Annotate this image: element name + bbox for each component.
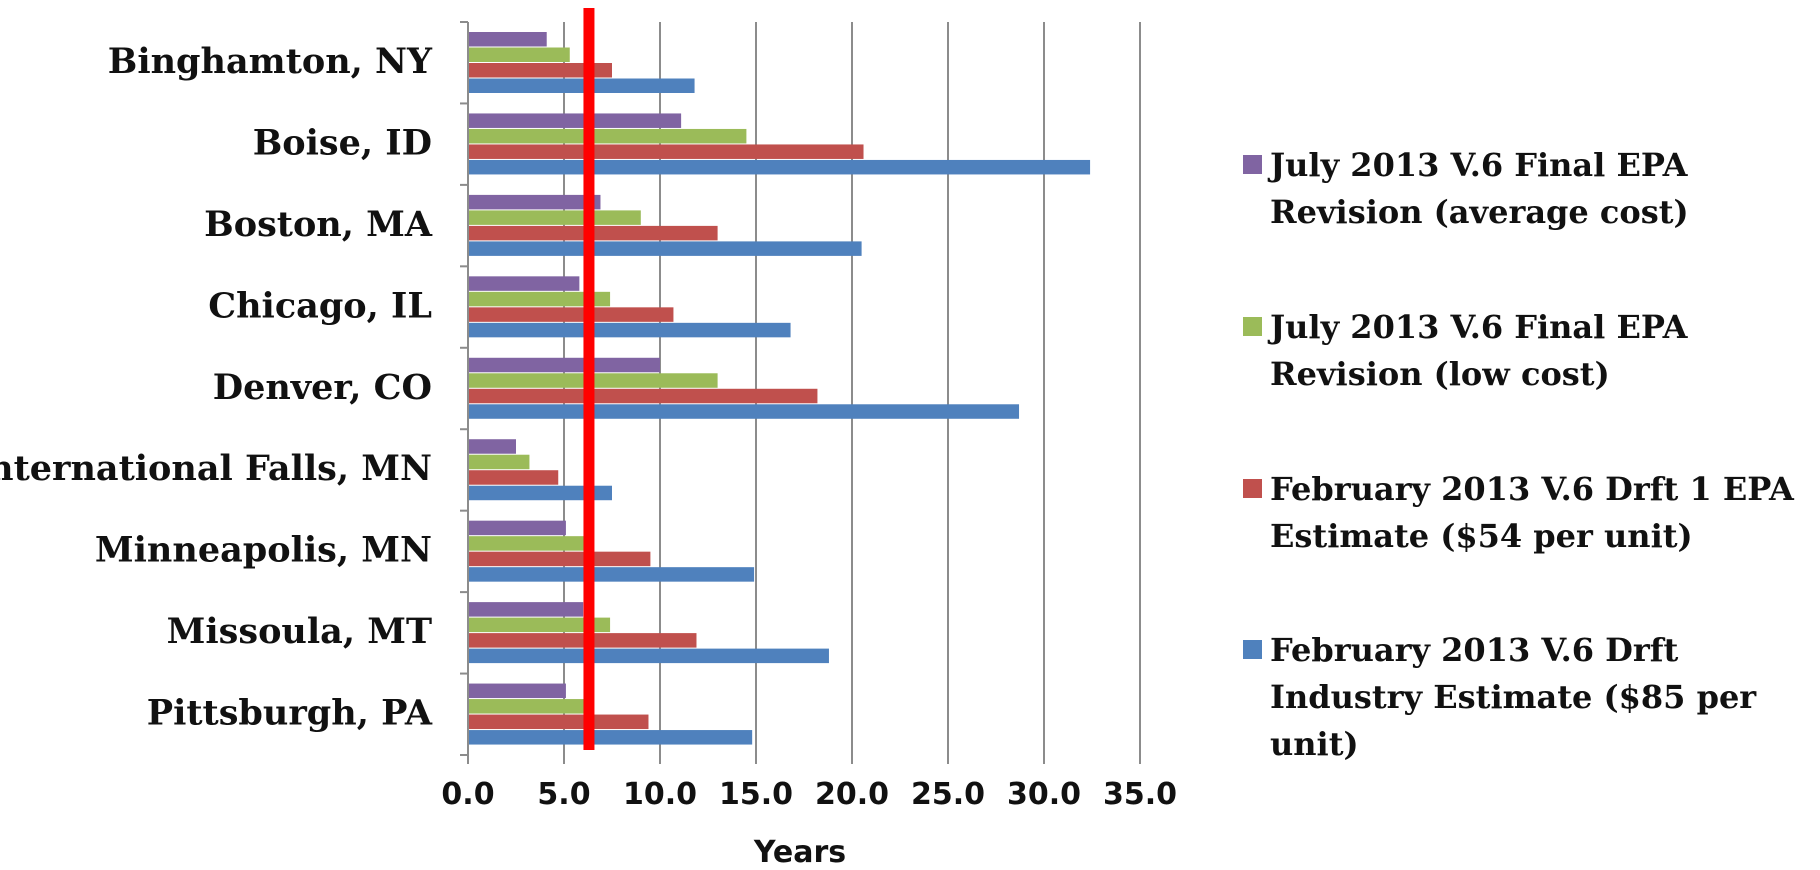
bar <box>468 683 566 699</box>
x-tick-labels: 0.0 5.0 10.0 15.0 20.0 25.0 30.0 35.0 <box>441 777 1177 812</box>
bar <box>468 470 559 485</box>
bar <box>468 276 580 291</box>
category-label: Denver, CO <box>213 367 432 408</box>
legend-swatch <box>1243 317 1262 336</box>
bar <box>468 322 791 338</box>
bar <box>468 47 570 62</box>
x-tick-label: 35.0 <box>1103 777 1177 812</box>
legend-label: July 2013 V.6 Final EPA <box>1267 308 1689 346</box>
legend-label: July 2013 V.6 Final EPA <box>1267 146 1689 184</box>
bar <box>468 291 611 307</box>
bar <box>468 404 1020 419</box>
bar <box>468 567 755 582</box>
bar <box>468 714 649 730</box>
legend-label: Revision (low cost) <box>1270 355 1610 393</box>
legend: July 2013 V.6 Final EPA Revision (average… <box>1243 146 1795 763</box>
bar <box>468 633 697 648</box>
gridlines <box>563 22 1141 755</box>
bar <box>468 144 864 159</box>
bar <box>468 699 588 714</box>
bar <box>468 388 818 404</box>
x-tick-label: 30.0 <box>1007 777 1081 812</box>
legend-swatch <box>1243 155 1262 174</box>
bars <box>468 32 1091 745</box>
bar <box>468 32 547 47</box>
x-tick-label: 15.0 <box>719 777 793 812</box>
bar <box>468 485 612 501</box>
bar <box>468 357 660 373</box>
category-label: Boston, MA <box>204 204 433 245</box>
legend-label: Revision (average cost) <box>1270 193 1689 231</box>
category-label: Pittsburgh, PA <box>147 693 433 734</box>
bar <box>468 648 829 664</box>
bar <box>468 128 747 144</box>
bar <box>468 520 566 536</box>
legend-label: Estimate ($54 per unit) <box>1270 517 1693 555</box>
bar <box>468 159 1091 175</box>
bar <box>468 454 530 470</box>
bar <box>468 78 695 93</box>
legend-label: Industry Estimate ($85 per <box>1270 678 1757 716</box>
x-axis-title: Years <box>753 835 846 870</box>
category-label: International Falls, MN <box>0 448 432 489</box>
bar <box>468 241 862 256</box>
legend-label: February 2013 V.6 Drft <box>1270 631 1679 669</box>
category-label: Minneapolis, MN <box>95 530 432 571</box>
legend-label: February 2013 V.6 Drft 1 EPA <box>1270 470 1795 508</box>
bar <box>468 730 753 745</box>
category-labels: Binghamton, NY Boise, ID Boston, MA Chicago… <box>0 41 433 734</box>
bar <box>468 536 588 551</box>
bar <box>468 439 516 454</box>
x-tick-label: 0.0 <box>441 777 494 812</box>
x-tick-label: 20.0 <box>815 777 889 812</box>
bar <box>468 551 651 567</box>
bar <box>468 194 601 210</box>
bar <box>468 617 611 633</box>
bar <box>468 113 682 128</box>
category-label: Boise, ID <box>253 122 432 163</box>
bar <box>468 210 641 225</box>
category-label: Binghamton, NY <box>108 41 433 82</box>
axes <box>460 21 1141 764</box>
bar <box>468 602 584 617</box>
category-label: Chicago, IL <box>208 285 432 326</box>
bar <box>468 63 612 78</box>
x-tick-label: 25.0 <box>911 777 985 812</box>
category-label: Missoula, MT <box>167 611 432 652</box>
legend-swatch <box>1243 640 1262 659</box>
legend-label: unit) <box>1270 725 1359 763</box>
bar <box>468 307 674 322</box>
x-tick-label: 10.0 <box>623 777 697 812</box>
x-tick-label: 5.0 <box>537 777 590 812</box>
legend-swatch <box>1243 479 1262 498</box>
